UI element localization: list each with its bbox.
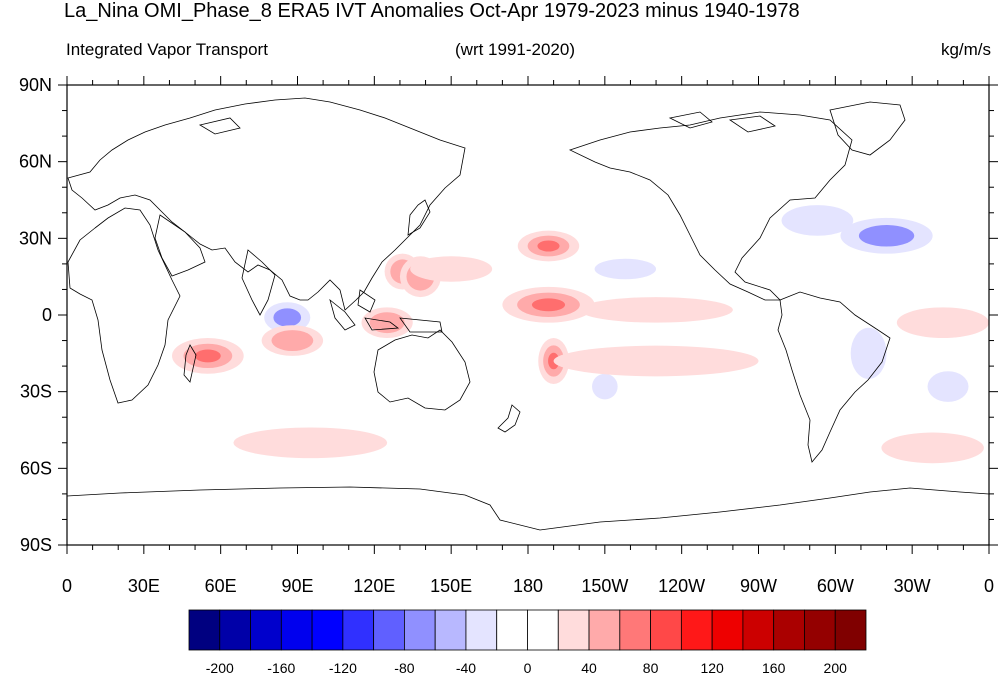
lon-label: 60W — [817, 576, 854, 596]
anomaly-positive — [896, 307, 989, 338]
anomaly-positive — [553, 345, 759, 377]
colorbar-box — [680, 609, 713, 651]
coast-antarctica — [67, 486, 989, 531]
coast-south-america — [777, 291, 891, 463]
anomaly-positive — [271, 330, 314, 351]
coast-new-zealand — [497, 404, 521, 433]
colorbar-label: -80 — [394, 660, 414, 676]
lon-label: 150W — [581, 576, 628, 596]
colorbar-box — [188, 609, 221, 651]
colorbar-box — [342, 609, 375, 651]
lat-label: 90S — [20, 535, 52, 555]
colorbar-box — [588, 609, 621, 651]
lon-label: 30W — [894, 576, 931, 596]
lat-label: 30N — [19, 228, 52, 248]
anomaly-negative — [594, 258, 657, 280]
map-units-label: kg/m/s — [940, 40, 991, 59]
colorbar-label: 200 — [824, 660, 848, 676]
colorbar-box — [742, 609, 775, 651]
anomaly-positive — [579, 297, 733, 323]
colorbar-label: 160 — [762, 660, 786, 676]
colorbar-box — [650, 609, 682, 651]
coast-india — [241, 249, 276, 316]
anomaly-positive — [881, 432, 984, 464]
colorbar-box — [250, 609, 282, 651]
colorbar-label: -160 — [267, 660, 295, 676]
colorbar-box — [465, 609, 498, 651]
coast-australia — [373, 329, 471, 411]
anomaly-positive — [537, 240, 560, 252]
colorbar-box — [280, 609, 313, 651]
colorbar-boxes — [188, 609, 867, 651]
map-subtitle-center: (wrt 1991-2020) — [455, 40, 576, 59]
anomaly-negative — [273, 308, 302, 327]
lon-label: 60E — [205, 576, 237, 596]
colorbar-label: 40 — [581, 660, 597, 676]
lat-label: 30S — [20, 382, 52, 402]
anomaly-positive — [531, 298, 566, 312]
anomaly-negative — [592, 373, 618, 400]
lon-label: 0 — [984, 576, 994, 596]
anomaly-negative — [927, 371, 969, 402]
colorbar-labels: -200 -160 -120 -80 -40 0 40 80 120 160 200 — [206, 660, 847, 676]
lat-label: 60S — [20, 458, 52, 478]
colorbar-box — [496, 609, 528, 651]
anomaly-positive — [410, 256, 493, 282]
lat-label: 0 — [42, 305, 52, 325]
colorbar-box — [434, 609, 467, 651]
colorbar-label: -40 — [456, 660, 476, 676]
lon-label: 150E — [430, 576, 472, 596]
coast-arabia — [154, 214, 206, 277]
lat-label: 60N — [19, 152, 52, 172]
anomaly-field — [172, 205, 989, 464]
lon-label: 180 — [513, 576, 543, 596]
colorbar-box — [711, 609, 744, 651]
colorbar-box — [527, 609, 559, 651]
coast-eurasia — [67, 97, 466, 311]
colorbar-box — [557, 609, 590, 651]
lon-label: 90W — [740, 576, 777, 596]
colorbar-box — [834, 609, 867, 651]
anomaly-positive — [233, 427, 388, 459]
anomaly-negative — [858, 225, 915, 247]
coastlines — [67, 97, 989, 531]
colorbar-box — [311, 609, 344, 651]
coast-north-america — [568, 111, 853, 301]
colorbar-label: 80 — [643, 660, 659, 676]
longitude-labels: 0 30E 60E 90E 120E 150E 180 150W 120W 90W 60W 30W 0 — [62, 576, 994, 596]
colorbar-label: -200 — [206, 660, 234, 676]
coast-indonesia — [329, 289, 443, 333]
anomaly-positive — [194, 349, 221, 363]
colorbar: -200 -160 -120 -80 -40 0 40 80 120 160 200 — [188, 609, 867, 676]
lon-label: 90E — [281, 576, 313, 596]
lon-label: 120W — [658, 576, 705, 596]
colorbar-box — [404, 609, 436, 651]
anomaly-positive — [548, 352, 560, 370]
anomaly-negative — [850, 327, 887, 379]
colorbar-box — [619, 609, 651, 651]
map-subtitle-left: Integrated Vapor Transport — [66, 40, 268, 59]
lon-label: 120E — [353, 576, 395, 596]
colorbar-label: -120 — [329, 660, 357, 676]
colorbar-box — [373, 609, 405, 651]
lon-label: 0 — [62, 576, 72, 596]
lat-label: 90N — [19, 75, 52, 95]
colorbar-label: 0 — [524, 660, 532, 676]
lon-label: 30E — [128, 576, 160, 596]
axis-ticks — [58, 76, 998, 554]
coast-arctic-islands — [198, 111, 777, 135]
coast-madagascar — [183, 344, 197, 383]
colorbar-box — [804, 609, 836, 651]
colorbar-box — [219, 609, 251, 651]
map-title: La_Nina OMI_Phase_8 ERA5 IVT Anomalies O… — [64, 0, 800, 22]
latitude-labels: 90N 60N 30N 0 30S 60S 90S — [19, 75, 52, 555]
colorbar-box — [773, 609, 805, 651]
coast-africa — [67, 207, 181, 404]
coast-japan — [407, 199, 431, 236]
colorbar-label: 120 — [700, 660, 724, 676]
anomaly-negative — [781, 205, 854, 236]
coast-greenland — [829, 101, 906, 156]
